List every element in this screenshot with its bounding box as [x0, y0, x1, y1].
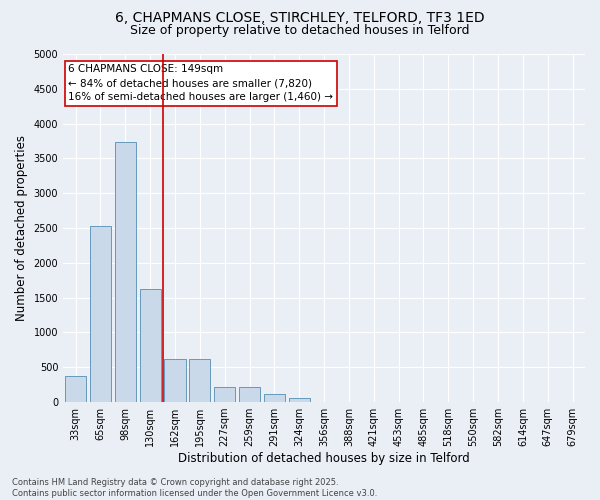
X-axis label: Distribution of detached houses by size in Telford: Distribution of detached houses by size …	[178, 452, 470, 465]
Text: Size of property relative to detached houses in Telford: Size of property relative to detached ho…	[130, 24, 470, 37]
Bar	[239, 387, 260, 402]
Bar	[90, 226, 111, 402]
Bar	[214, 387, 235, 402]
Text: Contains HM Land Registry data © Crown copyright and database right 2025.
Contai: Contains HM Land Registry data © Crown c…	[12, 478, 377, 498]
Bar	[264, 394, 285, 402]
Bar	[140, 290, 161, 402]
Bar	[115, 142, 136, 402]
Text: 6, CHAPMANS CLOSE, STIRCHLEY, TELFORD, TF3 1ED: 6, CHAPMANS CLOSE, STIRCHLEY, TELFORD, T…	[115, 11, 485, 25]
Bar	[65, 376, 86, 402]
Bar	[164, 359, 185, 402]
Bar	[289, 398, 310, 402]
Bar	[189, 359, 211, 402]
Y-axis label: Number of detached properties: Number of detached properties	[15, 135, 28, 321]
Text: 6 CHAPMANS CLOSE: 149sqm
← 84% of detached houses are smaller (7,820)
16% of sem: 6 CHAPMANS CLOSE: 149sqm ← 84% of detach…	[68, 64, 334, 102]
